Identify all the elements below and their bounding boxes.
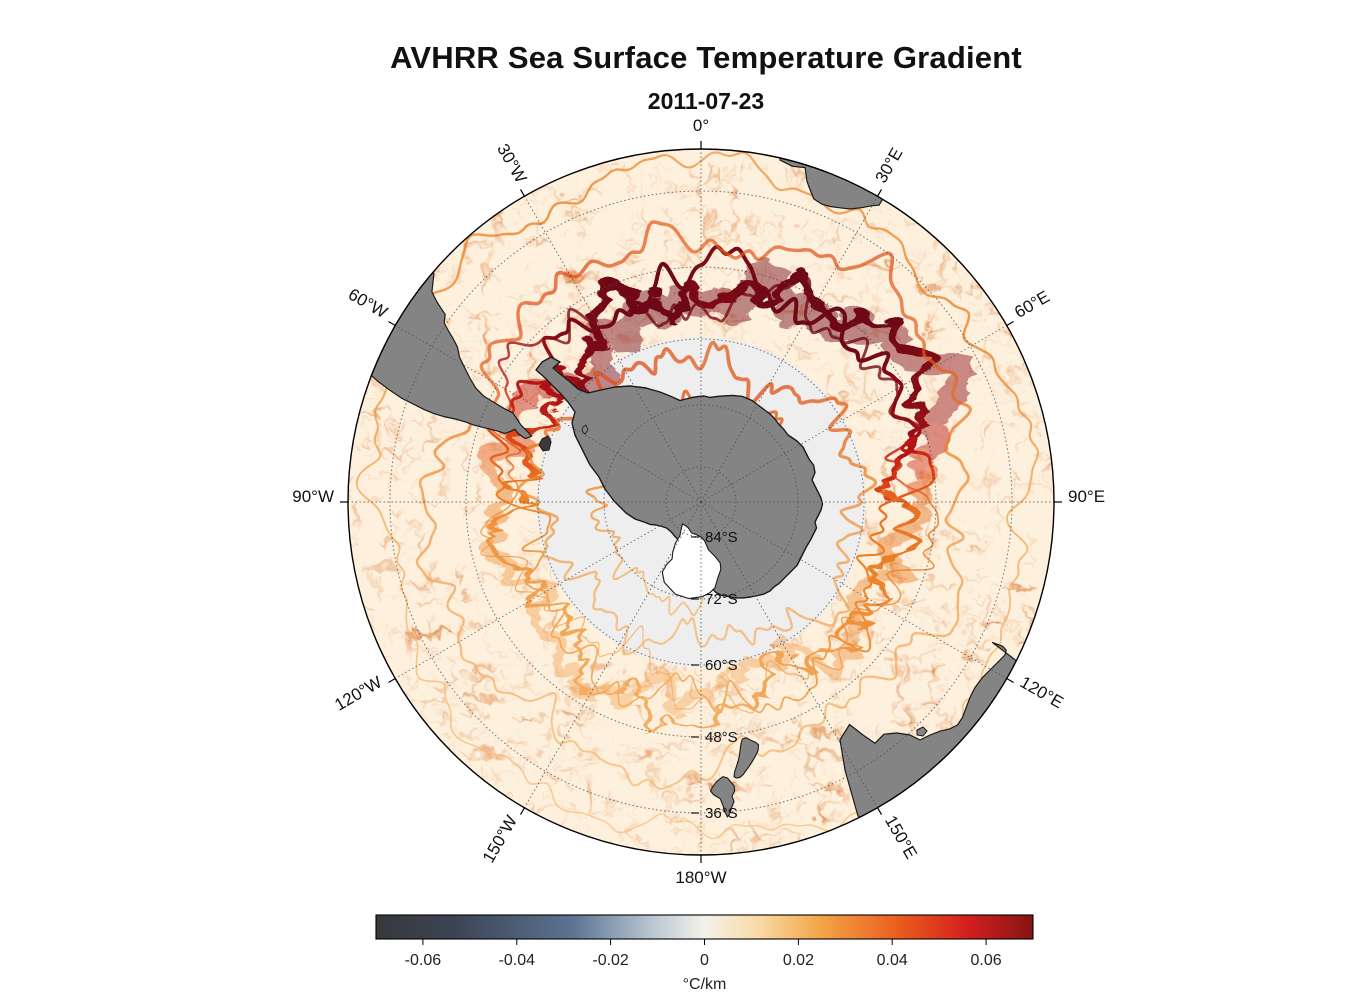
svg-text:-0.04: -0.04 xyxy=(499,952,536,969)
svg-text:120°W: 120°W xyxy=(331,673,385,715)
svg-text:0.04: 0.04 xyxy=(877,952,908,969)
svg-text:120°E: 120°E xyxy=(1017,673,1067,713)
svg-text:90°E: 90°E xyxy=(1068,487,1105,506)
svg-text:180°W: 180°W xyxy=(675,868,726,887)
svg-text:90°W: 90°W xyxy=(292,487,334,506)
svg-text:150°E: 150°E xyxy=(881,812,921,862)
svg-text:60°S: 60°S xyxy=(705,657,738,674)
svg-text:60°E: 60°E xyxy=(1011,287,1053,322)
svg-text:0.02: 0.02 xyxy=(783,952,814,969)
svg-text:30°E: 30°E xyxy=(872,145,907,187)
svg-text:°C/km: °C/km xyxy=(683,976,727,993)
svg-text:60°W: 60°W xyxy=(345,285,391,322)
svg-text:0: 0 xyxy=(700,952,709,969)
svg-text:150°W: 150°W xyxy=(479,812,521,866)
svg-text:48°S: 48°S xyxy=(705,729,738,746)
svg-text:-0.02: -0.02 xyxy=(592,952,629,969)
svg-text:0°: 0° xyxy=(693,116,709,135)
svg-text:0.06: 0.06 xyxy=(971,952,1002,969)
svg-text:36°S: 36°S xyxy=(705,805,738,822)
svg-text:84°S: 84°S xyxy=(705,529,738,546)
svg-text:72°S: 72°S xyxy=(705,591,738,608)
svg-text:30°W: 30°W xyxy=(493,141,530,187)
svg-text:-0.06: -0.06 xyxy=(405,952,442,969)
